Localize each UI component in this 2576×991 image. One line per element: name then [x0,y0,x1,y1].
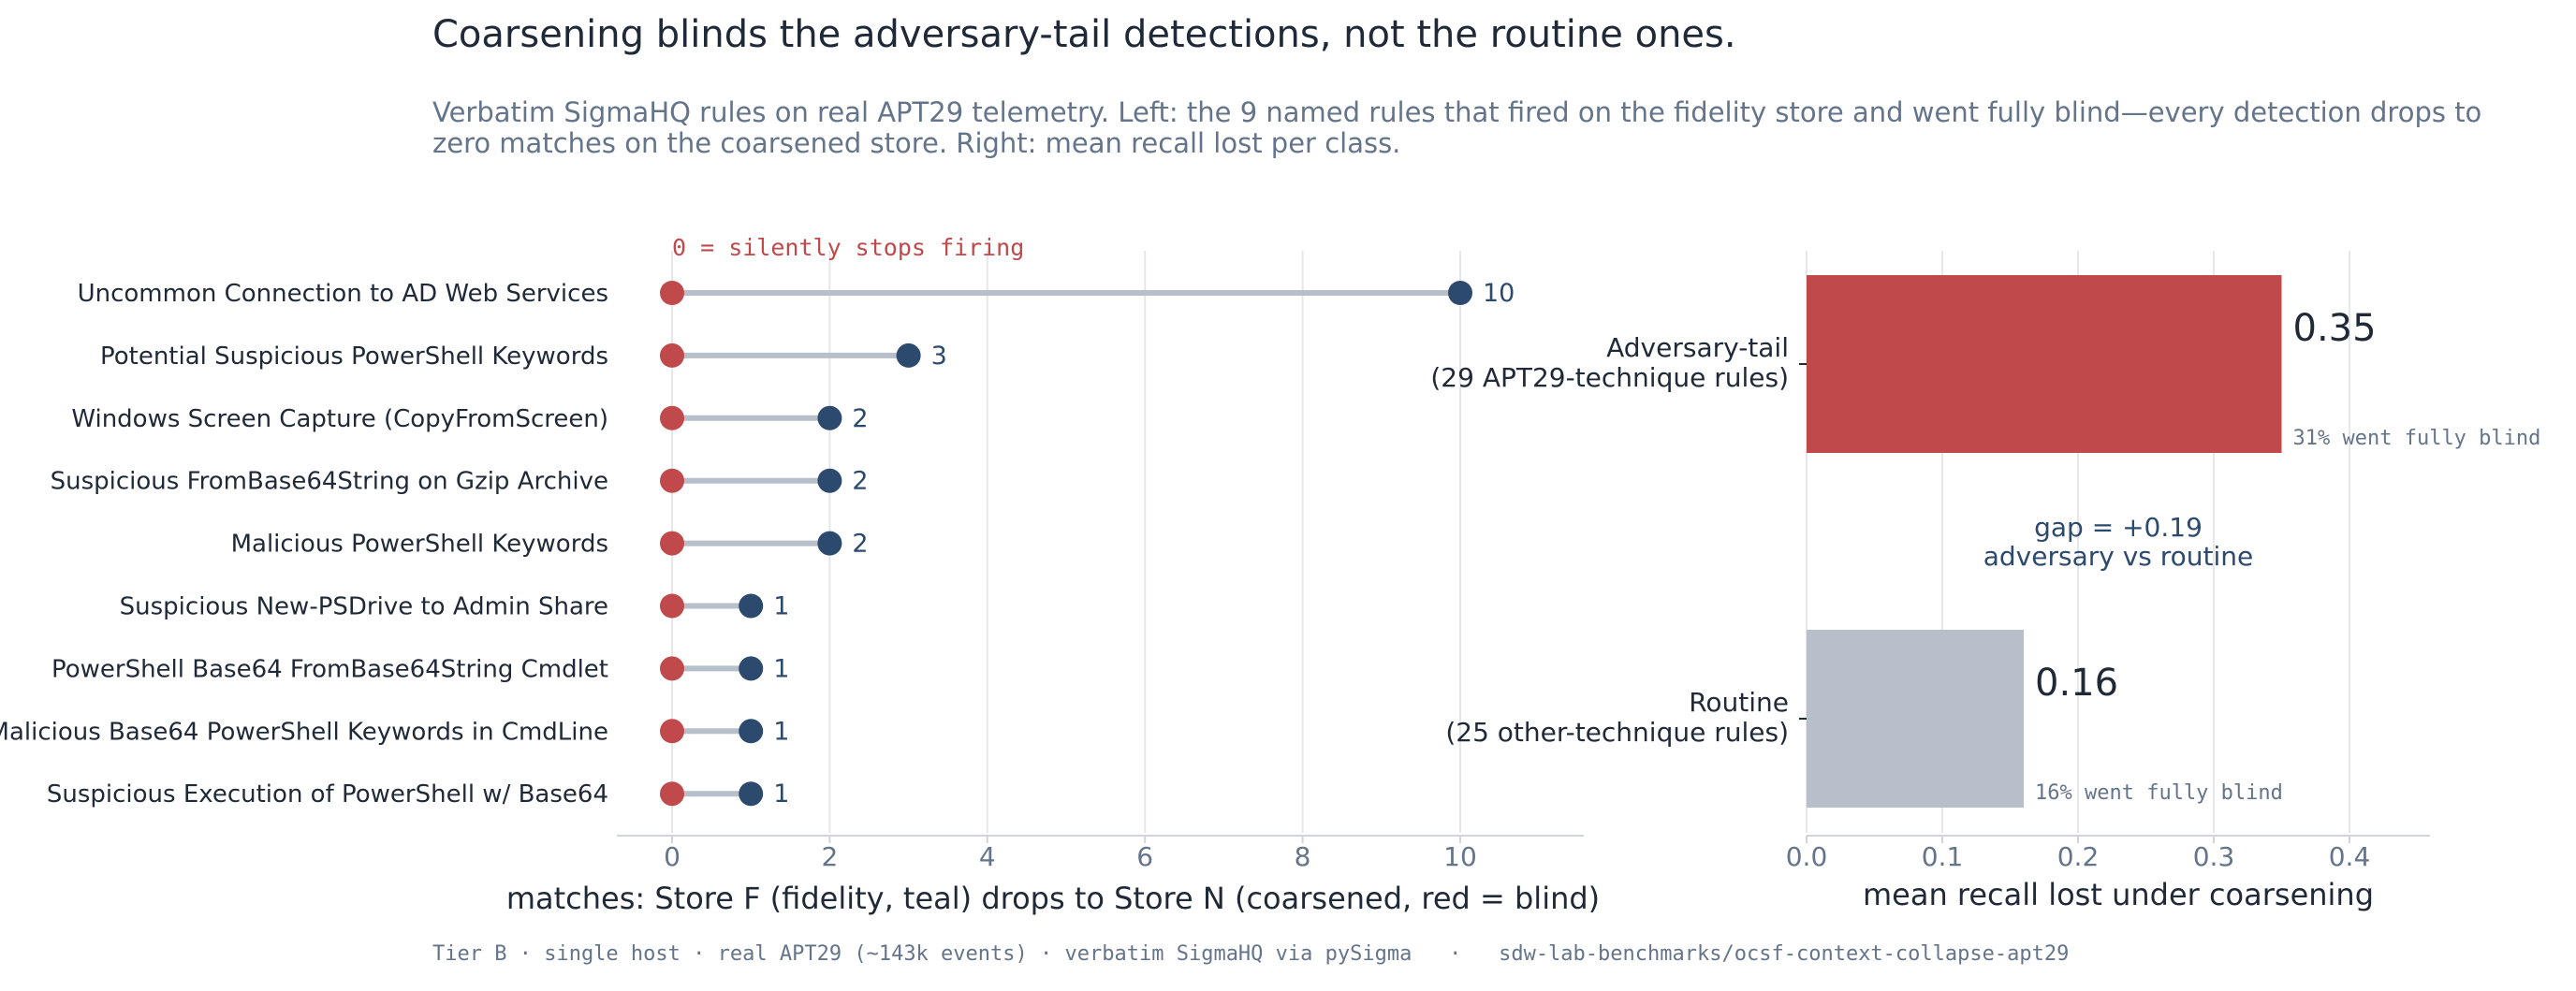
fidelity-dot [739,656,764,681]
rule-label: Suspicious Execution of PowerShell w/ Ba… [47,780,608,809]
rule-row: Suspicious New-PSDrive to Admin Share 1 [120,592,790,621]
left-tick-label: 0 [664,841,681,872]
fidelity-value-label: 1 [773,592,789,621]
chart-subtitle: Verbatim SigmaHQ rules on real APT29 tel… [432,96,2482,159]
rule-label: Windows Screen Capture (CopyFromScreen) [71,405,608,433]
fidelity-dot [817,531,842,556]
rule-row: Potential Suspicious PowerShell Keywords… [100,342,947,371]
fidelity-dot [817,468,842,493]
fidelity-dot [739,719,764,744]
fidelity-dot [896,342,921,368]
rule-rows: Uncommon Connection to AD Web Services 10… [0,279,1515,809]
coarsened-dot [660,531,684,556]
coarsened-dot [660,593,684,619]
rule-row: Suspicious Execution of PowerShell w/ Ba… [47,780,790,809]
rule-label: Uncommon Connection to AD Web Services [78,280,608,308]
fidelity-value-label: 1 [773,717,789,746]
coarsened-dot [660,656,684,681]
left-tick-label: 10 [1443,841,1477,872]
fidelity-dot [739,593,764,619]
footer-source: Tier B · single host · real APT29 (~143k… [432,942,2070,966]
rule-label: Potential Suspicious PowerShell Keywords [100,342,608,371]
rule-row: Uncommon Connection to AD Web Services 10 [78,279,1515,308]
left-tick-label: 8 [1295,841,1311,872]
left-tick-label: 4 [979,841,996,872]
fidelity-value-label: 1 [773,654,789,683]
coarsened-dot [660,405,684,430]
fidelity-value-label: 2 [852,467,868,496]
fidelity-value-label: 2 [852,404,868,433]
fidelity-dot [739,781,764,807]
fidelity-value-label: 3 [931,342,947,371]
left-x-ticks: 0 2 4 6 8 10 [664,836,1477,872]
coarsened-dot [660,342,684,368]
rule-row: Malicious Base64 PowerShell Keywords in … [0,717,789,746]
rule-label: PowerShell Base64 FromBase64String Cmdle… [51,655,608,683]
rule-row: Malicious PowerShell Keywords 2 [231,530,869,559]
left-tick-label: 6 [1136,841,1153,872]
rule-row: Suspicious FromBase64String on Gzip Arch… [51,467,869,496]
coarsened-dot [660,281,684,305]
coarsened-dot [660,468,684,493]
rule-label: Suspicious FromBase64String on Gzip Arch… [51,468,608,496]
fidelity-value-label: 1 [773,780,789,809]
fidelity-dot [1448,281,1472,305]
fidelity-value-label: 2 [852,530,868,559]
left-tick-label: 2 [821,841,838,872]
rule-label: Malicious PowerShell Keywords [231,531,608,559]
chart-title: Coarsening blinds the adversary-tail det… [432,13,1736,56]
rule-label: Suspicious New-PSDrive to Admin Share [120,593,608,621]
fidelity-value-label: 10 [1483,279,1515,308]
fidelity-dot [817,405,842,430]
coarsened-dot [660,781,684,807]
rule-label: Malicious Base64 PowerShell Keywords in … [0,718,608,746]
left-x-axis-label: matches: Store F (fidelity, teal) drops … [506,881,1600,916]
rule-row: PowerShell Base64 FromBase64String Cmdle… [51,654,789,683]
coarsened-dot [660,719,684,744]
rule-row: Windows Screen Capture (CopyFromScreen) 2 [71,404,868,433]
annotation-zero: 0 = silently stops firing [672,234,1024,261]
